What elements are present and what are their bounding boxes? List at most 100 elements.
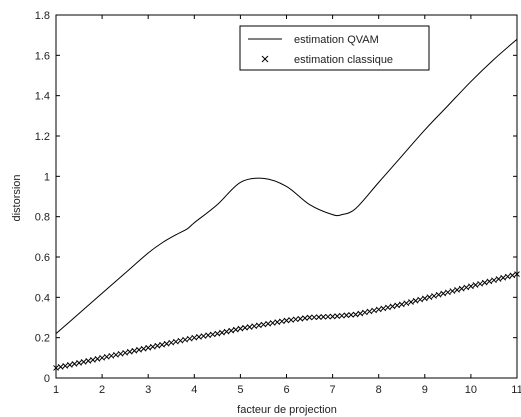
data-point-classique xyxy=(421,295,428,302)
data-point-classique xyxy=(131,347,138,354)
y-tick-label: 1.6 xyxy=(35,50,50,62)
x-tick-label: 4 xyxy=(191,384,197,396)
data-point-classique xyxy=(122,349,129,356)
data-point-classique xyxy=(90,356,96,363)
y-tick-label: 0.2 xyxy=(35,333,50,345)
data-point-classique xyxy=(255,322,262,329)
legend-marker-classique xyxy=(261,55,269,63)
data-point-classique xyxy=(468,283,474,290)
data-point-classique xyxy=(168,339,175,346)
data-point-classique xyxy=(444,289,451,296)
data-point-classique xyxy=(389,303,396,310)
data-point-classique xyxy=(173,338,179,345)
x-tick-label: 7 xyxy=(330,384,336,396)
legend-box xyxy=(239,25,430,71)
data-point-classique xyxy=(117,350,124,357)
data-point-classique xyxy=(325,313,331,320)
data-point-classique xyxy=(338,312,345,319)
data-point-classique xyxy=(288,317,294,323)
y-tick-label: 0.8 xyxy=(35,212,50,224)
data-point-classique xyxy=(136,346,142,353)
data-point-classique xyxy=(283,317,290,324)
data-point-classique xyxy=(242,324,248,331)
data-point-classique xyxy=(265,320,271,327)
y-tick-label: 1.2 xyxy=(35,131,50,143)
data-point-classique xyxy=(514,271,520,277)
data-point-classique xyxy=(297,315,304,322)
data-point-classique xyxy=(329,313,336,320)
x-tick-label: 1 xyxy=(53,384,59,396)
data-point-classique xyxy=(154,342,161,349)
data-point-classique xyxy=(53,365,59,371)
data-point-classique xyxy=(357,310,364,317)
data-point-classique xyxy=(214,330,221,337)
data-point-classique xyxy=(246,324,253,330)
data-point-classique xyxy=(57,364,64,370)
data-point-classique xyxy=(177,337,184,344)
data-point-classique xyxy=(196,334,202,340)
data-point-classique xyxy=(159,341,165,348)
data-point-classique xyxy=(306,314,313,321)
data-point-classique xyxy=(219,329,225,336)
data-point-classique xyxy=(71,361,78,367)
y-tick-label: 0 xyxy=(44,373,50,385)
x-tick-label: 9 xyxy=(422,384,428,396)
data-point-classique xyxy=(251,323,258,330)
series-line-qvam xyxy=(55,38,518,335)
data-point-classique xyxy=(232,326,239,333)
y-tick-label: 1.4 xyxy=(35,91,50,103)
series-markers-classique xyxy=(53,271,520,371)
plot-area xyxy=(53,38,520,371)
data-point-classique xyxy=(458,285,465,292)
data-point-classique xyxy=(292,316,299,323)
x-tick-label: 3 xyxy=(145,384,151,396)
y-tick-label: 1 xyxy=(44,171,50,183)
y-tick-label: 0.4 xyxy=(35,292,50,304)
data-point-classique xyxy=(85,358,92,364)
data-point-classique xyxy=(99,354,105,361)
data-point-classique xyxy=(205,332,211,339)
y-tick-label: 1.8 xyxy=(35,10,50,22)
x-tick-label: 2 xyxy=(99,384,105,396)
data-point-classique xyxy=(440,290,447,297)
data-point-classique xyxy=(477,280,483,287)
data-point-classique xyxy=(191,334,198,341)
data-point-classique xyxy=(463,284,470,291)
data-point-classique xyxy=(348,312,354,318)
x-tick-label: 5 xyxy=(237,384,243,396)
data-point-classique xyxy=(108,352,115,359)
data-point-classique xyxy=(62,363,69,369)
data-point-classique xyxy=(274,319,281,325)
data-point-classique xyxy=(311,314,318,321)
data-point-classique xyxy=(186,335,193,342)
legend: estimation QVAM estimation classique xyxy=(239,25,430,71)
data-point-classique xyxy=(269,320,276,326)
data-point-classique xyxy=(145,344,152,351)
x-tick-label: 8 xyxy=(376,384,382,396)
data-point-classique xyxy=(380,305,387,312)
data-point-classique xyxy=(408,299,414,305)
data-point-classique xyxy=(509,272,516,279)
data-point-classique xyxy=(394,302,400,309)
data-point-classique xyxy=(385,304,391,311)
data-point-classique xyxy=(366,308,373,315)
data-point-classique xyxy=(454,287,460,293)
data-point-classique xyxy=(449,288,456,294)
y-tick-label: 0.6 xyxy=(35,252,50,264)
data-point-classique xyxy=(209,331,216,338)
data-point-classique xyxy=(412,297,419,304)
axes-group: 1 2 3 4 5 6 7 8 9 10 11 0 0.2 0.4 0.6 0.8 1 1.2 1.4 1.6 1.8 xyxy=(35,10,521,396)
data-point-classique xyxy=(80,359,87,365)
data-point-classique xyxy=(334,313,341,319)
data-point-classique xyxy=(435,291,442,298)
data-point-classique xyxy=(76,360,82,366)
data-point-classique xyxy=(237,325,244,332)
x-axis-label: facteur de projection xyxy=(237,404,337,416)
data-point-classique xyxy=(140,345,147,352)
data-point-classique xyxy=(362,309,368,316)
data-point-classique xyxy=(320,314,327,320)
y-axis-label: distorsion xyxy=(11,174,23,221)
data-point-classique xyxy=(403,300,410,307)
legend-entry-qvam: estimation QVAM xyxy=(294,34,379,46)
